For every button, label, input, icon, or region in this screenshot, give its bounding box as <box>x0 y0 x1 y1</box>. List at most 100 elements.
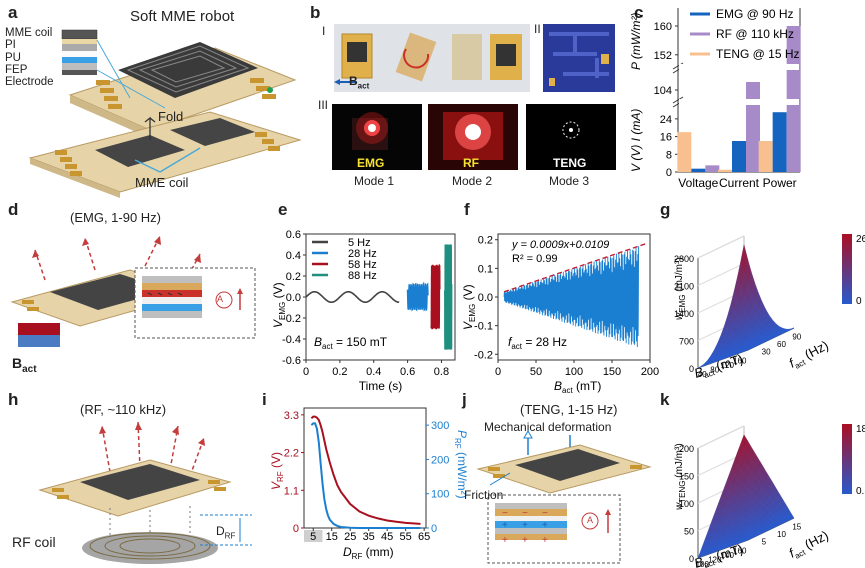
line-chart-f: 0 50 100 150 200 -0.2 -0.1 0.0 0.1 0.2 Bact (mT) VE… <box>461 233 659 395</box>
tick-label: 200 <box>679 444 694 454</box>
fit-equation: y = 0.0009x+0.0109 <box>511 239 609 251</box>
label-sub: act <box>562 386 573 395</box>
maze-photo <box>543 24 615 92</box>
panel-label-h: h <box>8 390 19 409</box>
svg-text:+: + <box>542 520 548 531</box>
tick-label: 1400 <box>674 309 694 319</box>
legend-label: 88 Hz <box>348 270 377 282</box>
tick-label: 15 <box>792 523 801 532</box>
label-main: w <box>674 312 685 320</box>
roman-1: I <box>322 24 326 38</box>
label-main: V <box>271 319 285 328</box>
svg-text:+: + <box>502 520 508 531</box>
layer-label: PU <box>5 51 21 64</box>
x-band <box>304 530 323 542</box>
tick-label: 0.0 <box>478 292 493 304</box>
tick-label: 0.4 <box>286 250 301 262</box>
legend-label: 58 Hz <box>348 259 377 271</box>
tick-label: 24 <box>660 114 672 126</box>
label-main: f <box>508 335 513 349</box>
robot-title: Soft MME robot <box>130 8 235 25</box>
x-label: DRF (mm) <box>343 545 394 561</box>
label-sub: EMG <box>468 304 477 322</box>
tick-label: 15 <box>326 531 338 543</box>
axis-break <box>672 96 684 104</box>
bar <box>705 165 720 172</box>
label-sub: EMG <box>278 302 287 320</box>
tick-label: -0.4 <box>282 334 301 346</box>
panel-label-g: g <box>660 200 671 219</box>
label-tail: (V) <box>461 284 475 303</box>
teng-illustration: − − −+ + + + + + <box>476 429 652 564</box>
tick-label: 0 <box>293 523 299 535</box>
category-label: Current <box>719 176 760 190</box>
break-band <box>679 99 799 105</box>
glow-teng: TENG <box>553 156 587 170</box>
break-band <box>679 64 799 70</box>
z-label: wTENG (mJ/m³) <box>674 443 687 510</box>
tick-label: 60 <box>777 340 786 349</box>
label-sub: act <box>322 342 333 351</box>
annotation: fact = 28 Hz <box>508 335 567 351</box>
tick-label: 0 <box>689 554 694 564</box>
tick-label: 25 <box>344 531 356 543</box>
svg-text:−: − <box>502 508 508 519</box>
layer-labels: MME coil PI PU FEP Electrode <box>5 27 54 88</box>
tick-label: 120 <box>708 555 722 564</box>
tick-label: 150 <box>679 472 694 482</box>
mode3-photo <box>526 104 616 170</box>
series-line <box>310 415 421 525</box>
label-main: B <box>554 379 562 393</box>
label-sub: act <box>703 368 717 380</box>
photo-content <box>334 32 522 85</box>
label-tail: (mJ/m³) <box>674 257 685 294</box>
emg-illustration <box>10 235 256 347</box>
grid-line <box>697 235 745 259</box>
tick-label: 8 <box>666 149 672 161</box>
friction-label: Friction <box>464 488 504 502</box>
legend-label: RF @ 110 kHz <box>716 27 794 41</box>
tick-label: 300 <box>431 420 449 432</box>
roman-2: II <box>534 22 541 36</box>
svg-text:+: + <box>502 535 508 546</box>
tick-label: 0.8 <box>434 366 449 378</box>
x-label: Bact (mT) <box>554 379 601 395</box>
ammeter-d: A <box>217 294 224 304</box>
label-main: B <box>314 335 322 349</box>
label-sub: act <box>703 558 717 568</box>
legend-label: 28 Hz <box>348 248 377 260</box>
label-sub: act <box>511 342 522 351</box>
colorbar-max: 184 <box>856 424 865 435</box>
tick-label: 3.3 <box>284 410 299 422</box>
label-tail: (mW/m²) <box>455 449 469 499</box>
fit-r2: R² = 0.99 <box>512 253 558 265</box>
label-main: V <box>461 321 475 330</box>
panel-label-f: f <box>464 200 470 219</box>
tick-label: 100 <box>565 366 583 378</box>
tick-label: 160 <box>733 546 747 555</box>
tick-label: 200 <box>431 454 449 466</box>
fit-line <box>503 242 647 293</box>
layer-label: Electrode <box>5 76 54 89</box>
label-tail: (Hz) <box>799 337 831 363</box>
colorbar-max: 2660 <box>856 234 865 245</box>
panel-label-k: k <box>660 390 670 409</box>
y-label: fact (Hz) <box>786 527 831 562</box>
bar <box>758 141 773 172</box>
bar <box>691 168 706 172</box>
bact-label-b: Bact <box>349 74 369 90</box>
series-line <box>444 244 453 350</box>
emg-title: (EMG, 1-90 Hz) <box>70 210 162 225</box>
mode2-photo <box>428 104 518 170</box>
y-label-right: PRF (mW/m²) <box>453 430 469 499</box>
layer-label: MME coil <box>5 27 53 39</box>
category-label: Power <box>763 176 797 190</box>
series-line <box>406 281 429 312</box>
bar <box>718 169 732 172</box>
y-label-left: V (V) I (mA) <box>629 109 643 172</box>
bact-symbol: B <box>12 355 23 371</box>
panel-label-c: c <box>634 3 644 22</box>
glow-rf: RF <box>463 156 479 170</box>
label-main: P <box>455 430 469 438</box>
label-tail: (V) <box>271 282 285 301</box>
